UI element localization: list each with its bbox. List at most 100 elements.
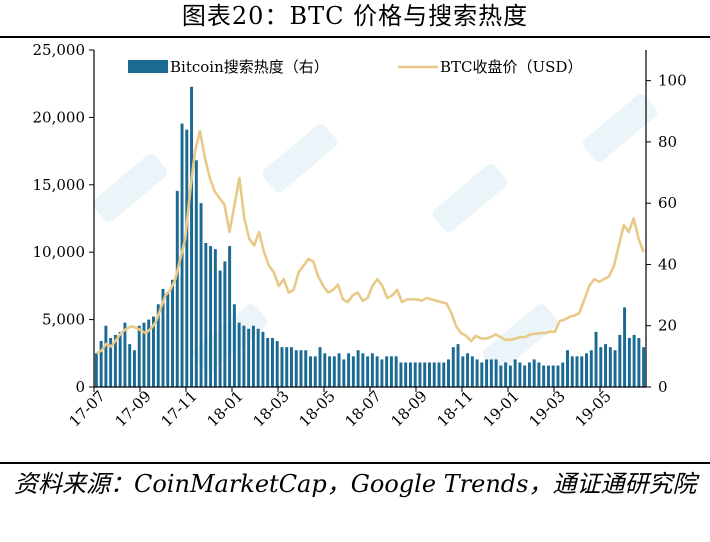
- bar: [366, 356, 370, 387]
- bar: [199, 203, 203, 387]
- bar: [375, 356, 379, 387]
- bar: [504, 362, 508, 387]
- watermark-mark: [582, 94, 658, 162]
- legend-label-btc-price: BTC收盘价（USD）: [440, 58, 582, 76]
- line-series-btc-price: [95, 129, 645, 355]
- bar: [599, 347, 603, 387]
- bar: [385, 356, 389, 387]
- bar: [404, 362, 408, 387]
- left-tick-label: 5,000: [42, 311, 85, 329]
- bar: [104, 325, 108, 387]
- bar: [337, 353, 341, 387]
- watermark: [92, 94, 658, 372]
- left-tick-label: 15,000: [33, 176, 86, 194]
- x-tick-label: 19-03: [526, 387, 569, 430]
- bar: [594, 331, 598, 387]
- legend-label-search-heat: Bitcoin搜索热度（右）: [170, 58, 329, 76]
- bar: [604, 344, 608, 387]
- bar: [132, 350, 136, 387]
- bar: [580, 356, 584, 387]
- right-tick-label: 0: [658, 378, 668, 396]
- bar: [261, 331, 265, 387]
- bar: [156, 304, 160, 387]
- watermark-mark: [262, 124, 338, 192]
- bar: [556, 365, 560, 387]
- right-tick-label: 60: [658, 194, 677, 212]
- bar: [428, 362, 431, 387]
- bar: [299, 350, 303, 387]
- right-tick-label: 100: [658, 72, 687, 90]
- bar: [399, 362, 403, 387]
- bar: [266, 337, 270, 387]
- bar: [570, 356, 574, 387]
- bar: [209, 246, 213, 387]
- bar: [109, 337, 113, 387]
- bar: [461, 356, 465, 387]
- bar: [237, 322, 241, 387]
- bar: [285, 347, 289, 387]
- x-axis-ticks: 17-07 17-09 17-11 18-01 18-03 18-05 18-07 18-09…: [66, 387, 615, 430]
- bar: [94, 353, 98, 387]
- bar: [356, 350, 360, 387]
- x-tick-label: 18-09: [388, 387, 431, 430]
- right-tick-label: 80: [658, 133, 677, 151]
- bar: [194, 160, 198, 387]
- x-tick-label: 17-09: [112, 387, 155, 430]
- bar: [323, 353, 327, 387]
- bar: [347, 353, 351, 387]
- bar: [508, 365, 512, 387]
- bar: [142, 322, 146, 387]
- legend: Bitcoin搜索热度（右） BTC收盘价（USD）: [128, 58, 582, 76]
- bar: [494, 359, 498, 387]
- left-tick-label: 25,000: [33, 41, 86, 59]
- top-rule: [0, 36, 710, 38]
- x-tick-label: 19-01: [480, 387, 523, 430]
- bar: [242, 325, 246, 387]
- bar: [113, 334, 117, 387]
- bar: [618, 334, 622, 387]
- bar: [361, 353, 365, 387]
- bar: [456, 344, 460, 387]
- bar: [190, 86, 194, 387]
- bar: [128, 344, 132, 387]
- bar: [642, 347, 646, 387]
- bar: [328, 356, 332, 387]
- bar: [499, 365, 503, 387]
- bar: [613, 350, 617, 387]
- bar: [623, 307, 627, 387]
- bar: [380, 359, 384, 387]
- bar: [423, 362, 427, 387]
- bar: [185, 129, 189, 387]
- bar: [118, 331, 122, 387]
- bar: [251, 325, 255, 387]
- right-axis-ticks: 0 20 40 60 80 100: [646, 72, 687, 396]
- x-tick-label: 18-07: [342, 387, 385, 430]
- bar: [475, 359, 479, 387]
- bar: [204, 243, 208, 387]
- left-axis-ticks: 0 5,000 10,000 15,000 20,000 25,000: [33, 41, 94, 396]
- bar: [123, 322, 127, 387]
- bar: [408, 362, 412, 387]
- bar: [313, 356, 317, 387]
- legend-swatch-bar: [128, 60, 168, 73]
- bar: [451, 347, 455, 387]
- bar: [585, 353, 588, 387]
- bar: [137, 325, 141, 387]
- x-tick-label: 18-03: [250, 387, 293, 430]
- bar: [213, 249, 217, 387]
- bar: [218, 270, 222, 387]
- bar: [394, 356, 398, 387]
- chart-title: 图表20：BTC 价格与搜索热度: [181, 2, 529, 30]
- bar: [523, 365, 527, 387]
- bar: [161, 288, 165, 387]
- bar: [152, 316, 155, 387]
- bar: [413, 362, 417, 387]
- bar: [489, 359, 493, 387]
- btc-price-search-chart: 0 5,000 10,000 15,000 20,000 25,000 0 20 40 60 80…: [33, 41, 687, 430]
- bar: [437, 362, 441, 387]
- bar: [175, 190, 179, 387]
- bar: [228, 246, 232, 387]
- bar: [342, 359, 346, 387]
- bar: [527, 362, 531, 387]
- bar: [270, 337, 274, 387]
